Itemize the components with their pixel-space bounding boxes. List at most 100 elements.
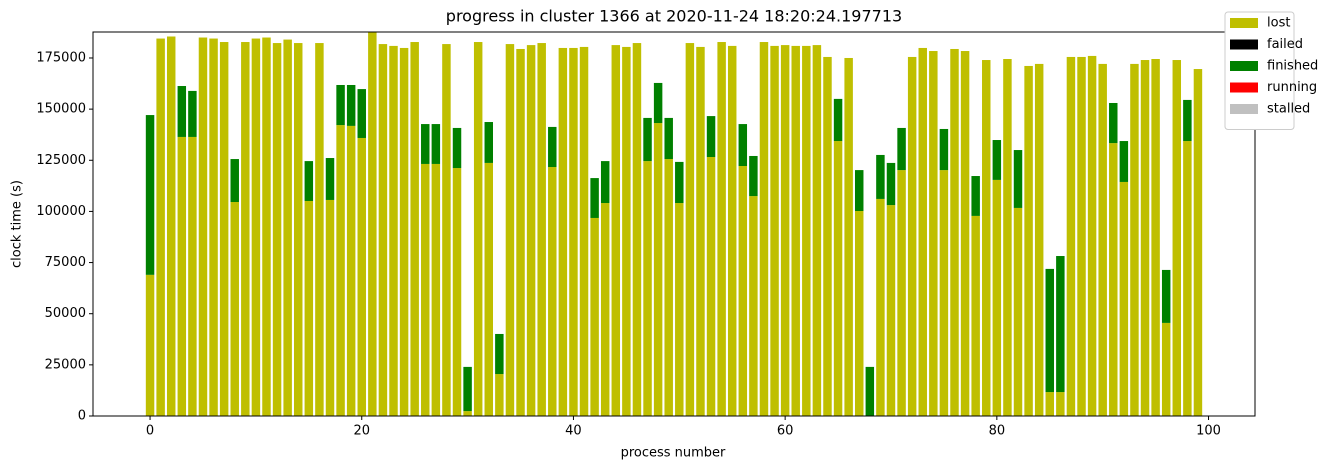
- bar-segment: [675, 161, 684, 204]
- bar-segment: [886, 162, 896, 206]
- bar-segment: [1183, 141, 1192, 416]
- bar-segment: [495, 333, 504, 375]
- bar-segment: [950, 48, 959, 417]
- y-axis-label: clock time (s): [10, 180, 25, 268]
- bar-segment: [590, 178, 599, 218]
- bar-segment: [1003, 59, 1012, 417]
- bar-segment: [1077, 56, 1086, 416]
- bar-segment: [1056, 392, 1065, 416]
- y-tick-label: 25000: [45, 357, 86, 372]
- bar-segment: [1013, 207, 1023, 416]
- bar-segment: [939, 170, 949, 416]
- bar-segment: [410, 42, 419, 416]
- bar-segment: [833, 98, 843, 142]
- bar-segment: [431, 163, 441, 416]
- bar-segment: [844, 57, 853, 417]
- bar-segment: [717, 42, 726, 416]
- bar-segment: [992, 179, 1002, 416]
- bar-segment: [473, 42, 483, 416]
- bar-segment: [876, 154, 885, 199]
- bar-segment: [198, 37, 208, 416]
- bar-segment: [643, 117, 652, 162]
- bar-segment: [653, 82, 663, 124]
- bar-segment: [463, 411, 472, 416]
- bar-segment: [209, 38, 218, 416]
- legend-swatch: [1230, 18, 1258, 28]
- y-tick-label: 0: [78, 409, 86, 424]
- legend-swatch: [1230, 82, 1258, 93]
- x-tick-label: 100: [1196, 424, 1221, 439]
- bar-segment: [368, 32, 377, 416]
- bar-segment: [1172, 60, 1182, 416]
- bar-segment: [558, 47, 568, 417]
- bar-segment: [696, 46, 705, 416]
- axes-frame: [92, 31, 1256, 417]
- bar-segment: [1183, 99, 1192, 142]
- legend-label: failed: [1267, 37, 1303, 52]
- bar-segment: [855, 170, 864, 212]
- bar-segment: [357, 89, 366, 138]
- bar-segment: [177, 136, 187, 417]
- bar-segment: [188, 90, 197, 137]
- bar-segment: [738, 124, 748, 167]
- bar-segment: [1119, 181, 1129, 416]
- bar-segment: [600, 161, 610, 204]
- bar-segment: [1034, 63, 1044, 416]
- bar-segment: [283, 39, 292, 417]
- bar-segment: [590, 217, 599, 416]
- bar-segment: [653, 123, 663, 417]
- bar-segment: [780, 45, 790, 417]
- bar-segment: [675, 203, 684, 416]
- bar-segment: [421, 124, 430, 164]
- bar-segment: [495, 374, 504, 416]
- bar-segment: [325, 199, 335, 416]
- bar-segment: [833, 141, 843, 416]
- legend-label: stalled: [1267, 102, 1310, 117]
- bar-segment: [1161, 322, 1171, 416]
- bar-segment: [1098, 63, 1107, 416]
- bar-segment: [230, 202, 239, 416]
- bar-segment: [156, 38, 165, 416]
- bar-segment: [918, 47, 927, 417]
- bar-segment: [145, 274, 155, 416]
- bar-segment: [865, 366, 875, 416]
- bar-segment: [262, 37, 271, 416]
- bar-segment: [823, 56, 832, 416]
- bar-segment: [706, 156, 716, 417]
- y-tick-label: 175000: [36, 50, 86, 65]
- bar-segment: [929, 51, 938, 417]
- bar-segment: [526, 45, 536, 417]
- bar-segment: [378, 44, 388, 417]
- bar-segment: [971, 176, 980, 216]
- x-tick-label: 60: [777, 424, 794, 439]
- y-tick-label: 150000: [36, 102, 86, 117]
- bar-segment: [389, 45, 398, 416]
- bar-segment: [1066, 56, 1076, 416]
- bar-segment: [219, 42, 229, 416]
- y-tick-label: 100000: [36, 204, 86, 219]
- bar-segment: [569, 47, 578, 417]
- bar-segment: [315, 43, 324, 416]
- bar-segment: [1193, 69, 1203, 417]
- bar-segment: [251, 38, 261, 416]
- chart-title: progress in cluster 1366 at 2020-11-24 1…: [446, 7, 902, 26]
- bar-segment: [452, 168, 462, 416]
- bar-segment: [241, 42, 250, 416]
- bar-segment: [886, 205, 896, 416]
- bar-segment: [346, 125, 356, 416]
- bar-segment: [982, 60, 991, 416]
- bar-segment: [1161, 269, 1171, 323]
- bar-segment: [145, 115, 155, 275]
- bar-segment: [855, 211, 864, 416]
- bars: [145, 32, 1203, 417]
- bar-segment: [1140, 60, 1150, 416]
- bar-segment: [706, 116, 716, 157]
- bar-segment: [304, 161, 314, 201]
- bar-segment: [664, 159, 673, 416]
- bar-segment: [632, 43, 642, 416]
- x-axis-label: process number: [621, 446, 726, 461]
- bar-segment: [357, 137, 366, 416]
- bar-segment: [759, 42, 769, 416]
- bar-segment: [738, 166, 748, 416]
